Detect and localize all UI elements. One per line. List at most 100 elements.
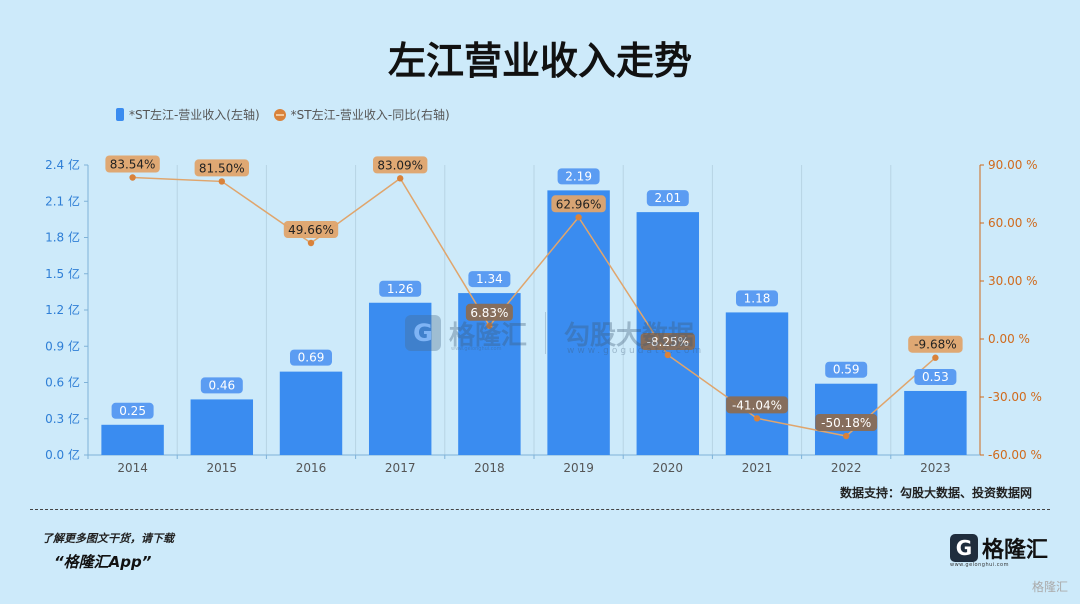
bar-label-box — [736, 290, 778, 307]
bar — [190, 399, 254, 455]
bar — [904, 390, 967, 455]
legend-line-label: *ST左江-营业收入-同比(右轴) — [290, 108, 450, 122]
x-tick-label: 2023 — [920, 461, 951, 475]
line-label-box — [373, 156, 428, 174]
bar-data-label: 2.01 — [654, 191, 681, 205]
bar-label-box — [468, 271, 511, 288]
line-label-box — [640, 332, 695, 350]
divider — [30, 509, 1050, 510]
legend-bar-label: *ST左江-营业收入(左轴) — [129, 108, 260, 122]
line-data-label: 83.09% — [377, 158, 423, 172]
chart-title: 左江营业收入走势 — [387, 39, 692, 83]
bar — [101, 424, 164, 455]
line-series — [132, 176, 936, 437]
line-point — [307, 239, 315, 247]
bar-label-box — [914, 368, 957, 385]
x-tick-label: 2022 — [831, 461, 862, 475]
line-label-box — [194, 159, 249, 177]
bar-data-label: 1.18 — [744, 291, 771, 305]
left-tick-label: 0.0 亿 — [45, 447, 80, 462]
bar-label-box — [825, 361, 868, 378]
line-point — [218, 178, 225, 185]
logo-name: 格隆汇 — [982, 538, 1049, 563]
logo-url: www.gelonghui.com — [950, 562, 1009, 568]
bar-data-label: 1.26 — [387, 282, 414, 296]
line-data-label: -9.68% — [914, 338, 956, 352]
left-tick-label: 0.6 亿 — [45, 375, 80, 390]
bar — [279, 371, 343, 455]
bar-label-box — [646, 190, 689, 207]
line-label-box — [465, 303, 513, 321]
x-tick-label: 2020 — [653, 461, 684, 475]
bar-data-label: 0.53 — [922, 370, 949, 384]
left-tick-label: 1.5 亿 — [45, 266, 80, 281]
left-tick-label: 0.9 亿 — [45, 338, 80, 353]
right-tick-label: -60.00 % — [988, 448, 1042, 462]
x-tick-label: 2014 — [117, 461, 148, 475]
bar — [547, 190, 610, 455]
x-tick-label: 2021 — [742, 461, 773, 475]
left-tick-label: 2.4 亿 — [45, 157, 80, 172]
x-tick-label: 2018 — [474, 461, 505, 475]
right-tick-label: 30.00 % — [988, 274, 1038, 288]
legend-line-swatch — [273, 108, 286, 121]
line-data-label: 62.96% — [556, 197, 602, 211]
bar-data-label: 1.34 — [476, 272, 503, 286]
corner-watermark: 格隆汇 — [1031, 580, 1068, 594]
data-source: 数据支持：勾股大数据、投资数据网 — [839, 486, 1032, 500]
line-point — [397, 175, 404, 182]
legend-item-line[interactable]: *ST左江-营业收入-同比(右轴) — [273, 106, 450, 123]
x-tick-label: 2017 — [385, 461, 416, 475]
logo: G 格隆汇 www.gelonghui.com — [950, 532, 1049, 568]
line-point — [664, 351, 671, 359]
bar-data-label: 0.25 — [119, 404, 146, 418]
bar — [368, 302, 432, 455]
line-data-label: -41.04% — [732, 398, 782, 412]
bar-label-box — [379, 280, 422, 297]
bar-label-box — [111, 402, 154, 419]
left-tick-label: 0.3 亿 — [45, 411, 80, 426]
line-label-box — [726, 396, 788, 414]
legend-bar-swatch — [116, 108, 124, 121]
left-tick-label: 1.8 亿 — [45, 230, 80, 245]
bar-label-box — [290, 349, 332, 366]
legend: *ST左江-营业收入(左轴) *ST左江-营业收入-同比(右轴) — [116, 106, 450, 123]
legend-item-bar[interactable]: *ST左江-营业收入(左轴) — [116, 106, 260, 123]
logo-mark-icon: G — [950, 534, 978, 562]
line-point — [575, 214, 582, 221]
line-label-box — [105, 155, 160, 173]
left-tick-label: 1.2 亿 — [45, 302, 80, 317]
right-tick-label: -30.00 % — [988, 390, 1042, 404]
bar — [725, 312, 789, 455]
line-data-label: 81.50% — [199, 161, 245, 175]
right-tick-label: 0.00 % — [988, 332, 1030, 346]
line-point — [753, 415, 761, 422]
line-data-label: 6.83% — [470, 306, 508, 320]
line-data-label: 83.54% — [110, 157, 156, 171]
bar-data-label: 0.46 — [208, 378, 235, 392]
bar-data-label: 0.69 — [298, 351, 325, 365]
x-tick-label: 2019 — [563, 461, 594, 475]
x-tick-label: 2016 — [296, 461, 327, 475]
line-point — [129, 174, 136, 181]
line-point — [843, 432, 850, 440]
line-point — [932, 354, 939, 361]
x-tick-label: 2015 — [207, 461, 238, 475]
line-label-box — [551, 195, 606, 213]
right-tick-label: 90.00 % — [988, 158, 1038, 172]
line-label-box — [283, 220, 339, 238]
footer-line2: “格隆汇App” — [54, 553, 152, 571]
line-data-label: -50.18% — [821, 416, 871, 430]
left-tick-label: 2.1 亿 — [45, 193, 80, 208]
footer-line1: 了解更多图文干货，请下载 — [42, 532, 174, 545]
line-label-box — [908, 335, 963, 353]
line-data-label: 49.66% — [288, 223, 334, 237]
right-tick-label: 60.00 % — [988, 216, 1038, 230]
bar-label-box — [557, 168, 600, 185]
line-point — [486, 322, 493, 329]
bar-data-label: 0.59 — [833, 363, 860, 377]
bar-data-label: 2.19 — [565, 169, 592, 183]
line-label-box — [815, 414, 878, 432]
line-data-label: -8.25% — [647, 335, 689, 349]
